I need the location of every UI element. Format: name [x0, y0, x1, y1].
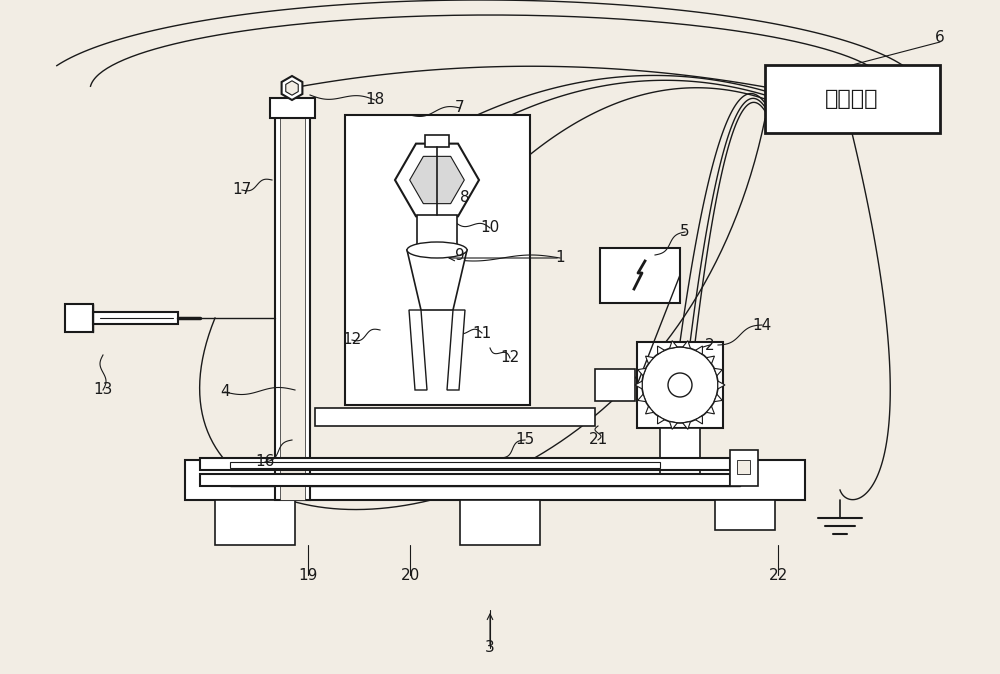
Polygon shape: [695, 346, 702, 355]
Text: 18: 18: [365, 92, 385, 107]
Bar: [275, 108, 310, 500]
Text: 7: 7: [455, 100, 465, 115]
Bar: [190, 465, 800, 495]
Ellipse shape: [407, 242, 467, 258]
Bar: [417, 215, 457, 250]
Polygon shape: [706, 406, 714, 414]
Circle shape: [642, 347, 718, 423]
Text: 22: 22: [768, 568, 788, 582]
Polygon shape: [286, 81, 298, 95]
Bar: [280, 113, 305, 500]
Bar: [215, 500, 295, 545]
Bar: [715, 500, 775, 530]
Bar: [730, 450, 758, 486]
Bar: [637, 342, 723, 428]
Polygon shape: [638, 369, 646, 376]
Text: 3: 3: [485, 640, 495, 656]
Bar: [315, 408, 595, 426]
Polygon shape: [395, 144, 479, 216]
Bar: [270, 98, 315, 118]
Bar: [345, 115, 530, 405]
Bar: [93, 312, 178, 324]
Text: 10: 10: [480, 220, 500, 235]
Polygon shape: [638, 394, 646, 402]
Polygon shape: [714, 369, 722, 376]
Text: 9: 9: [455, 247, 465, 262]
Polygon shape: [683, 421, 690, 429]
Polygon shape: [718, 381, 725, 389]
Polygon shape: [410, 156, 464, 204]
Text: 21: 21: [588, 433, 608, 448]
Polygon shape: [658, 416, 665, 424]
Polygon shape: [409, 310, 427, 390]
Bar: [595, 369, 635, 401]
Polygon shape: [658, 346, 665, 355]
Bar: [660, 428, 700, 483]
Text: 12: 12: [500, 350, 520, 365]
Polygon shape: [407, 250, 467, 310]
Text: 4: 4: [220, 384, 230, 400]
Bar: [230, 462, 660, 468]
Text: 1: 1: [555, 251, 565, 266]
Text: 6: 6: [935, 30, 945, 46]
Text: 19: 19: [298, 568, 318, 582]
Bar: [230, 478, 740, 486]
Polygon shape: [646, 356, 654, 364]
Text: 16: 16: [255, 454, 275, 470]
Bar: [65, 304, 93, 332]
Bar: [460, 500, 540, 545]
Polygon shape: [447, 310, 465, 390]
Polygon shape: [670, 340, 677, 348]
Bar: [200, 458, 730, 470]
Text: 控制单元: 控制单元: [825, 89, 879, 109]
Circle shape: [668, 373, 692, 397]
Text: 8: 8: [460, 191, 470, 206]
Polygon shape: [635, 381, 642, 389]
Polygon shape: [706, 356, 714, 364]
Polygon shape: [646, 406, 654, 414]
Bar: [185, 460, 805, 500]
Text: 2: 2: [705, 338, 715, 353]
Text: 11: 11: [472, 326, 492, 340]
Polygon shape: [737, 460, 750, 474]
Text: 14: 14: [752, 317, 772, 332]
Polygon shape: [670, 421, 677, 429]
Text: 17: 17: [232, 183, 252, 197]
Text: 20: 20: [400, 568, 420, 582]
Text: 12: 12: [342, 332, 362, 348]
Text: 5: 5: [680, 224, 690, 239]
Bar: [425, 135, 449, 147]
Polygon shape: [695, 416, 702, 424]
Polygon shape: [714, 394, 722, 402]
Text: 15: 15: [515, 433, 535, 448]
Polygon shape: [683, 340, 690, 348]
Bar: [600, 248, 680, 303]
Bar: [200, 474, 730, 486]
Polygon shape: [282, 76, 302, 100]
Bar: [190, 465, 800, 495]
Bar: [765, 65, 940, 133]
Text: 13: 13: [93, 383, 113, 398]
